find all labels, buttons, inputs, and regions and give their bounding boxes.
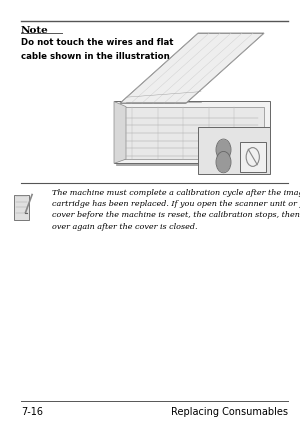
Polygon shape xyxy=(198,128,270,175)
Circle shape xyxy=(217,153,230,172)
Polygon shape xyxy=(120,34,264,104)
Text: 7-16: 7-16 xyxy=(21,406,43,415)
Bar xyxy=(240,142,266,173)
Polygon shape xyxy=(114,102,126,164)
Text: Replacing Consumables: Replacing Consumables xyxy=(171,406,288,415)
Text: Note: Note xyxy=(21,26,49,35)
Polygon shape xyxy=(120,107,264,160)
Polygon shape xyxy=(114,102,270,164)
Circle shape xyxy=(217,141,230,160)
Text: Do not touch the wires and flat
cable shown in the illustration.: Do not touch the wires and flat cable sh… xyxy=(21,38,173,60)
FancyBboxPatch shape xyxy=(14,195,28,221)
Text: The machine must complete a calibration cycle after the imaging
cartridge has be: The machine must complete a calibration … xyxy=(52,188,300,230)
